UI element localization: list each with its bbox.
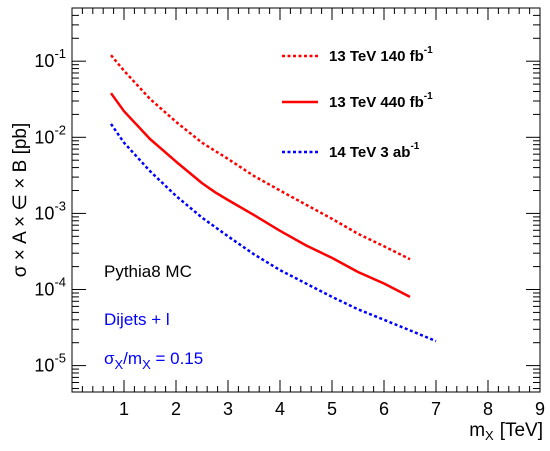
generator-label: Pythia8 MC — [104, 262, 192, 281]
x-axis-label-main: m — [469, 420, 485, 441]
x-tick-label: 2 — [171, 399, 181, 419]
width-label: σX/mX = 0.15 — [104, 349, 203, 372]
x-tick-label: 9 — [535, 399, 545, 419]
y-tick-label: 10-5 — [34, 351, 66, 376]
tick-labels: 1 2 3 4 5 6 7 8 910-510-410-310-210-1 — [34, 46, 545, 419]
width-label-main: σ — [104, 349, 115, 368]
legend-label-2-sup: -1 — [410, 141, 419, 152]
width-label-sub2: X — [142, 357, 151, 372]
width-label-value: = 0.15 — [151, 349, 203, 368]
channel-label: Dijets + l — [104, 310, 170, 329]
x-axis-label-unit: [TeV] — [500, 420, 543, 441]
legend-entry-2: 14 TeV 3 ab-1 — [282, 141, 420, 161]
x-tick-label: 1 — [119, 399, 129, 419]
legend: 13 TeV 140 fb-1 13 TeV 440 fb-1 14 TeV 3… — [282, 45, 433, 161]
legend-label-1-main: 13 TeV 440 fb — [329, 94, 424, 111]
legend-label-2: 14 TeV 3 ab-1 — [329, 141, 420, 161]
series-line-0 — [110, 54, 411, 261]
legend-label-1: 13 TeV 440 fb-1 — [329, 91, 433, 111]
x-tick-label: 8 — [483, 399, 493, 419]
y-tick-label-base: 10 — [34, 127, 54, 147]
y-tick-label-exponent: -3 — [54, 198, 66, 213]
series-layer — [109, 54, 437, 343]
legend-entry-0: 13 TeV 140 fb-1 — [282, 45, 433, 65]
plot-frame — [71, 7, 541, 393]
y-tick-label: 10-4 — [34, 275, 66, 300]
x-tick-label: 7 — [431, 399, 441, 419]
x-axis-label: mX [TeV] — [469, 420, 543, 443]
x-tick-label: 6 — [379, 399, 389, 419]
series-line-1 — [109, 92, 411, 299]
y-tick-label: 10-1 — [34, 46, 66, 71]
width-label-sub1: X — [115, 357, 124, 372]
y-tick-label: 10-3 — [34, 198, 66, 223]
y-tick-label-exponent: -4 — [54, 275, 66, 290]
y-tick-label-base: 10 — [34, 356, 54, 376]
y-tick-label-base: 10 — [34, 51, 54, 71]
legend-entry-1: 13 TeV 440 fb-1 — [282, 91, 433, 111]
width-label-slash: /m — [123, 349, 142, 368]
x-tick-label: 4 — [275, 399, 285, 419]
y-tick-label-exponent: -2 — [54, 122, 66, 137]
x-tick-label: 5 — [327, 399, 337, 419]
legend-label-2-main: 14 TeV 3 ab — [329, 144, 410, 161]
y-tick-label-exponent: -5 — [54, 351, 66, 366]
legend-label-0-main: 13 TeV 140 fb — [329, 48, 424, 65]
series-line-2 — [109, 123, 437, 343]
x-tick-label: 3 — [223, 399, 233, 419]
y-tick-label-exponent: -1 — [54, 46, 66, 61]
y-tick-label-base: 10 — [34, 280, 54, 300]
legend-label-0-sup: -1 — [424, 45, 433, 56]
y-tick-label-base: 10 — [34, 203, 54, 223]
y-tick-label: 10-2 — [34, 122, 66, 147]
axis-ticks — [72, 7, 540, 392]
legend-label-0: 13 TeV 140 fb-1 — [329, 45, 433, 65]
x-axis-label-sub: X — [485, 428, 494, 443]
legend-label-1-sup: -1 — [424, 91, 433, 102]
y-axis-label: σ × A × ∈ × B [pb] — [10, 123, 31, 278]
